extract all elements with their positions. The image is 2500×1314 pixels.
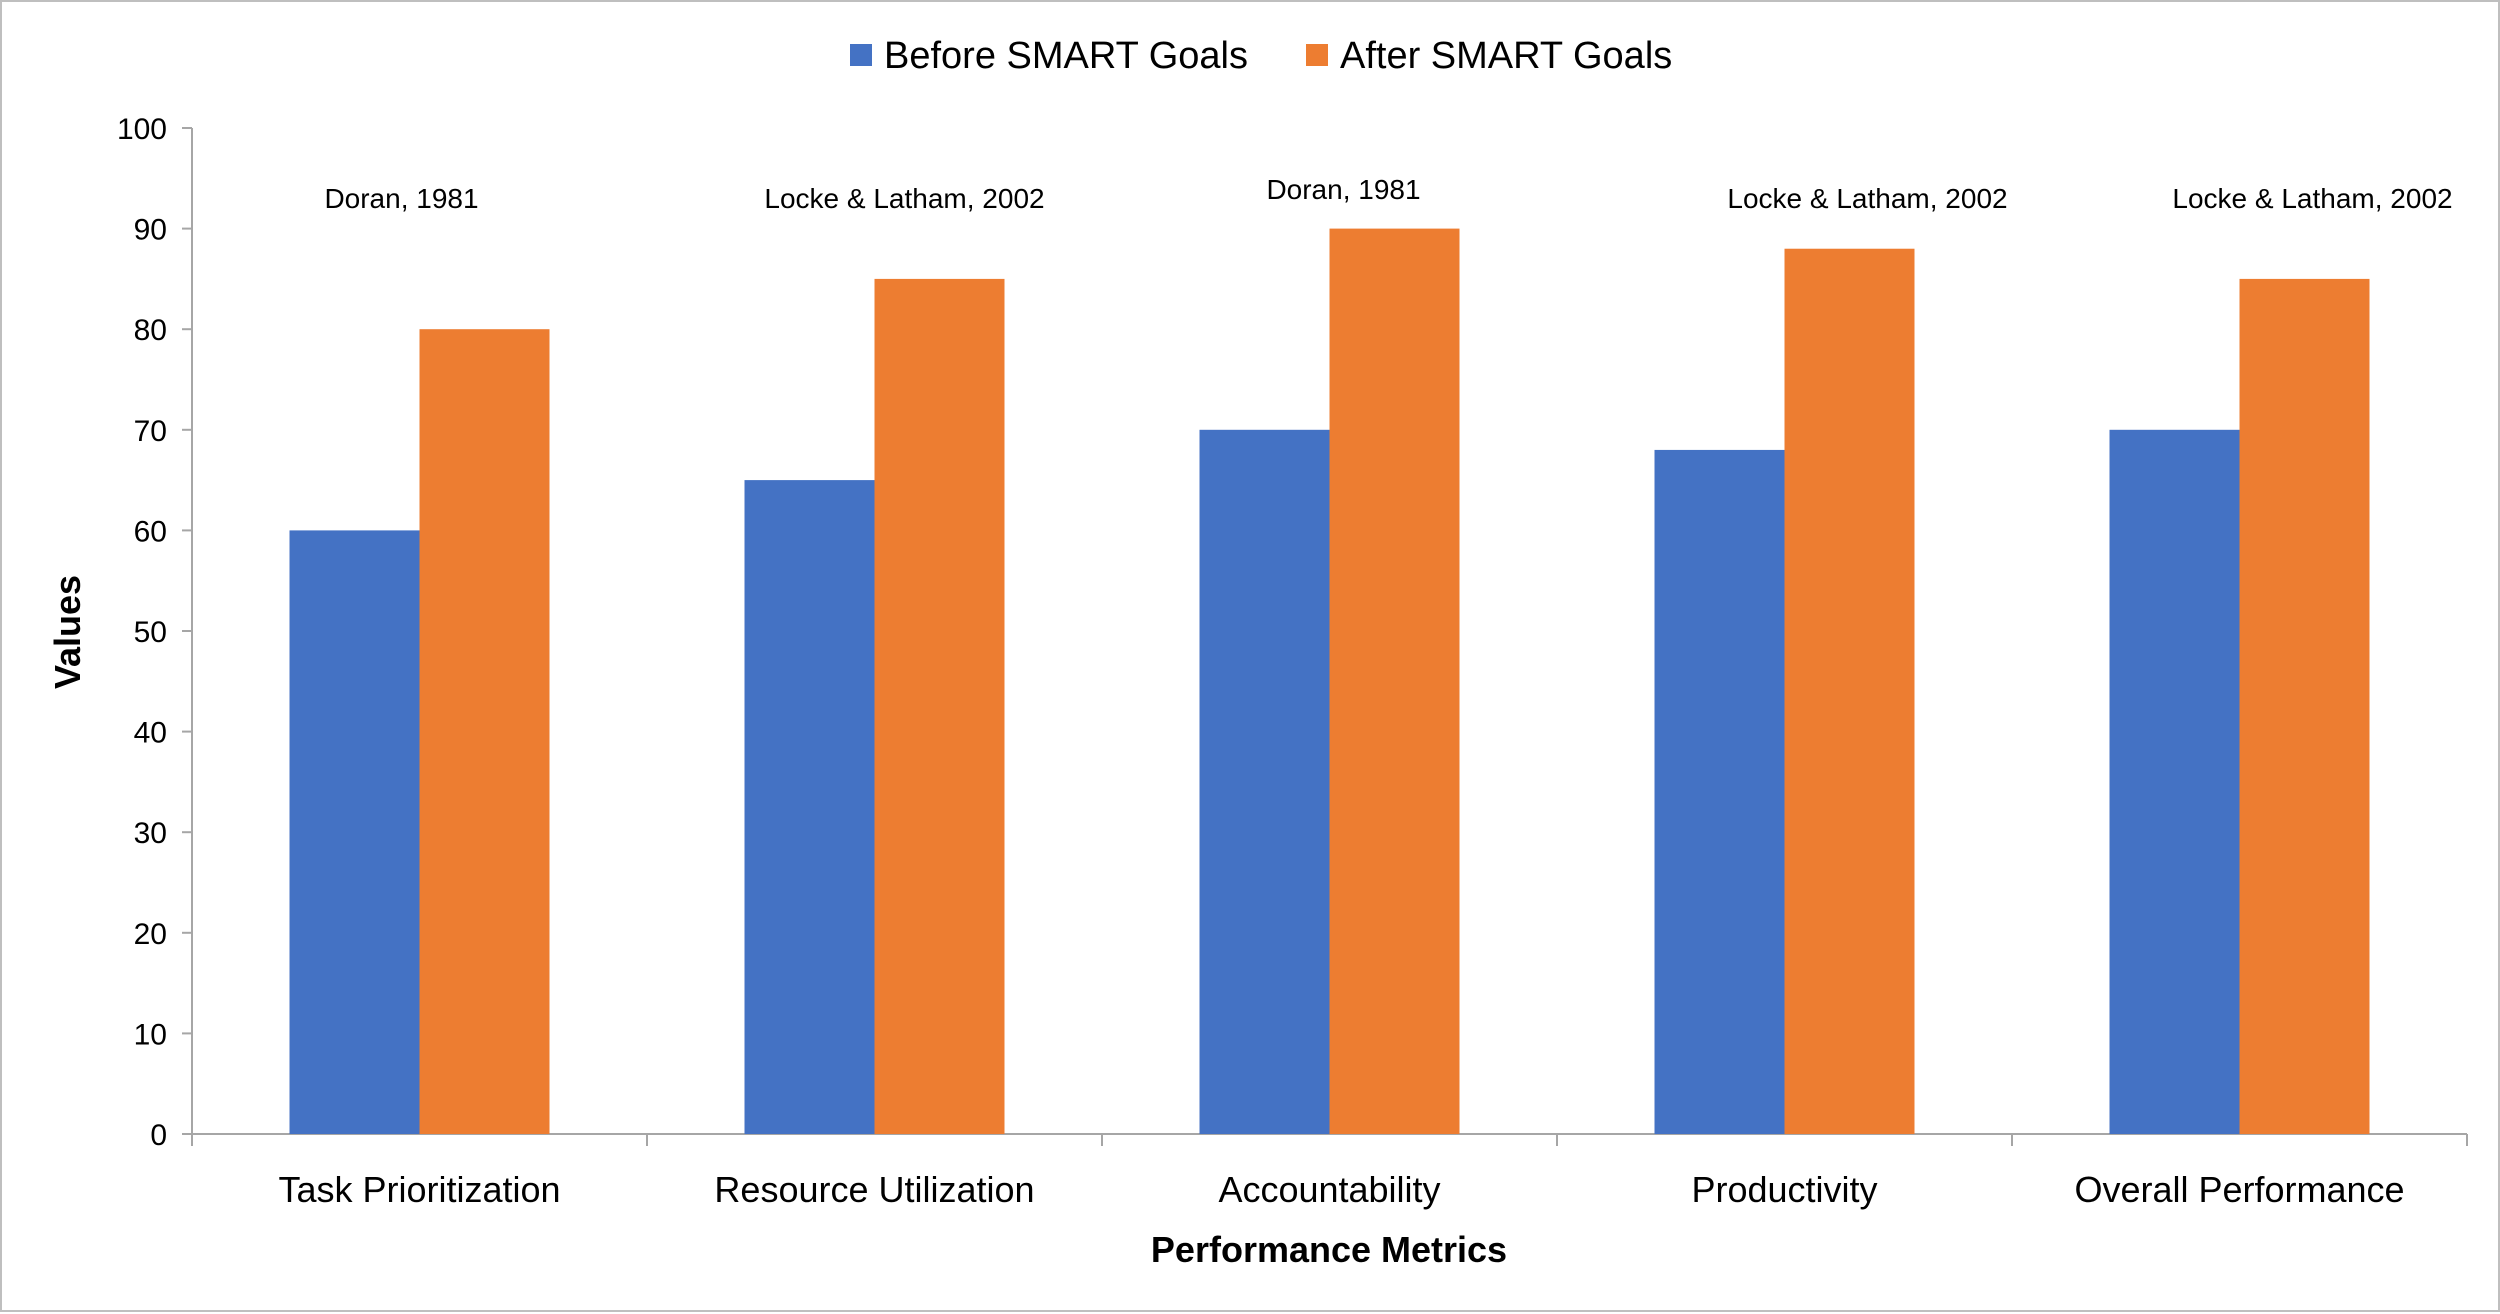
bar-before <box>744 480 875 1135</box>
x-axis-title: Performance Metrics <box>1151 1229 1507 1270</box>
legend-label: After SMART Goals <box>1340 35 1672 77</box>
y-tick-label: 60 <box>134 515 167 548</box>
bar-after <box>419 329 550 1134</box>
legend-swatch <box>1306 44 1328 66</box>
y-tick-label: 70 <box>134 415 167 448</box>
bar-after <box>2239 278 2370 1134</box>
y-axis: 0 10 20 30 40 50 60 70 80 90 100 <box>117 113 193 1152</box>
legend: Before SMART Goals After SMART Goals <box>850 35 1672 77</box>
y-tick-label: 40 <box>134 717 167 750</box>
x-tick-label: Task Prioritization <box>278 1169 560 1210</box>
bar-after <box>1329 228 1460 1135</box>
annotation-label: Locke & Latham, 2002 <box>764 183 1044 214</box>
annotations: Doran, 1981 Locke & Latham, 2002 Doran, 19… <box>324 174 2452 214</box>
annotation-label: Locke & Latham, 2002 <box>2172 183 2452 214</box>
bar-before <box>2109 429 2240 1134</box>
y-axis-title: Values <box>47 575 88 689</box>
bar-before <box>289 530 420 1134</box>
y-tick-label: 50 <box>134 616 167 649</box>
y-tick-label: 20 <box>134 918 167 951</box>
y-tick-label: 0 <box>150 1119 167 1152</box>
bar-before <box>1199 429 1330 1134</box>
y-tick-label: 10 <box>134 1018 167 1051</box>
legend-label: Before SMART Goals <box>884 35 1248 77</box>
annotation-label: Doran, 1981 <box>324 183 478 214</box>
legend-swatch <box>850 44 872 66</box>
y-tick-label: 80 <box>134 314 167 347</box>
annotation-label: Locke & Latham, 2002 <box>1727 183 2007 214</box>
x-tick-label: Accountability <box>1218 1169 1440 1210</box>
bar-before <box>1654 449 1785 1134</box>
y-tick-label: 30 <box>134 817 167 850</box>
bars <box>289 228 2370 1135</box>
annotation-label: Doran, 1981 <box>1266 174 1420 205</box>
x-tick-label: Overall Performance <box>2074 1169 2404 1210</box>
bar-after <box>1784 248 1915 1135</box>
x-tick-label: Productivity <box>1691 1169 1877 1210</box>
bar-after <box>874 278 1005 1134</box>
y-tick-label: 90 <box>134 214 167 247</box>
x-tick-label: Resource Utilization <box>714 1169 1034 1210</box>
y-tick-label: 100 <box>117 113 167 146</box>
x-axis: Task Prioritization Resource Utilization A… <box>191 1133 2468 1210</box>
